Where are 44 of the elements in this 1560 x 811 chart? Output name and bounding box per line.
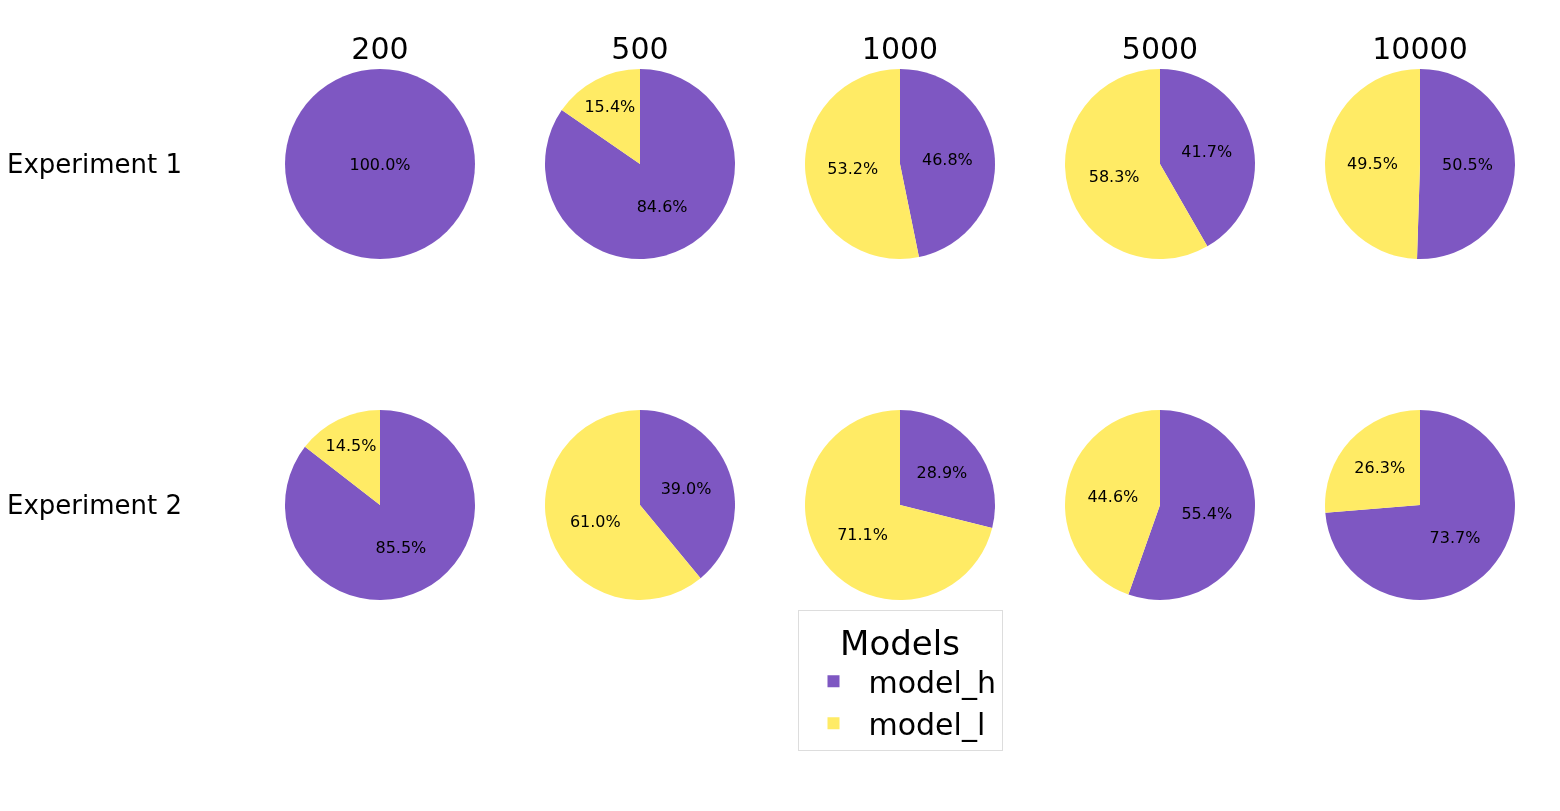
pie-slice bbox=[561, 69, 640, 164]
data-label: 71.1% bbox=[837, 524, 888, 544]
chart-title: 500 bbox=[611, 31, 669, 66]
data-label: 61.0% bbox=[569, 511, 621, 531]
chart-title: 1000 bbox=[861, 31, 939, 66]
data-label: 58.3% bbox=[1088, 166, 1140, 186]
text: Experiment 2 bbox=[7, 490, 183, 520]
pie-slice bbox=[304, 410, 380, 505]
data-label: 55.4% bbox=[1181, 503, 1233, 523]
pie-slice bbox=[900, 410, 995, 529]
chart-title: 5000 bbox=[1121, 31, 1199, 66]
data-label: 100.0% bbox=[349, 154, 411, 174]
legend-label: model_l bbox=[868, 706, 986, 742]
data-label: 14.5% bbox=[325, 436, 377, 456]
data-label: 41.7% bbox=[1181, 142, 1233, 162]
data-label: 26.3% bbox=[1354, 458, 1406, 478]
legend-label: model_h bbox=[868, 664, 996, 700]
data-label: 15.4% bbox=[584, 97, 636, 117]
pie-slice bbox=[805, 69, 919, 259]
data-label: 46.8% bbox=[921, 149, 973, 169]
chart-title: 10000 bbox=[1372, 31, 1468, 66]
pie-slice bbox=[1065, 410, 1160, 595]
data-label: 53.2% bbox=[827, 159, 879, 179]
pie-slice bbox=[640, 410, 735, 579]
data-label: 73.7% bbox=[1429, 527, 1481, 547]
chart-title: 200 bbox=[351, 31, 409, 66]
pie-slice bbox=[285, 410, 475, 600]
pie-slice bbox=[1325, 69, 1420, 259]
pie-slice bbox=[900, 69, 995, 258]
pie-slice bbox=[1325, 410, 1420, 513]
pie-slice bbox=[545, 69, 735, 259]
data-label: 85.5% bbox=[375, 538, 427, 558]
legend-title: Models bbox=[840, 623, 960, 664]
pie-slice bbox=[1160, 69, 1255, 247]
data-label: 84.6% bbox=[636, 196, 688, 216]
pie-slice bbox=[1325, 410, 1515, 600]
data-label: 28.9% bbox=[916, 462, 968, 482]
data-label: 50.5% bbox=[1442, 155, 1493, 175]
pie-slice bbox=[805, 410, 993, 600]
data-label: 39.0% bbox=[660, 478, 712, 498]
data-label: 49.5% bbox=[1347, 153, 1398, 173]
text: Experiment 1 bbox=[7, 149, 183, 179]
data-label: 44.6% bbox=[1087, 487, 1139, 507]
pie-slice bbox=[1417, 69, 1515, 259]
